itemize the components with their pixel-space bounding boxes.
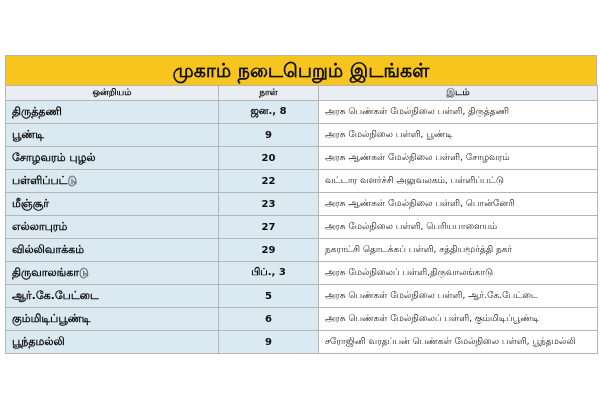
union-cell: மீஞ்சூர்: [5, 192, 219, 216]
venue-cell: வட்டார வளர்ச்சி அலுவலகம், பள்ளிப்பட்டு: [318, 169, 598, 193]
venue-cell: சரோஜினி வரதப்பன் பெண்கள் மேல்நிலை பள்ளி,…: [318, 330, 598, 354]
date-cell: பிப்., 3: [218, 261, 319, 285]
date-cell: 23: [218, 192, 319, 216]
union-cell: பூண்டி: [5, 123, 219, 147]
table: ஒன்றியம் நாள் இடம் திருத்தணி ஜன., 8 அரசு பெண…: [5, 85, 598, 354]
table-row: ஆர்.கே.பேட்டை 5 அரசு பெண்கள் மேல்நிலை பள்ள…: [5, 284, 598, 308]
date-cell: 9: [218, 123, 319, 147]
table-row: சோழவரம் புழல் 20 அரசு ஆண்கள் மேல்நிலை பள்ள…: [5, 146, 598, 170]
date-cell: 20: [218, 146, 319, 170]
camp-table: முகாம் நடைபெறும் இடங்கள் ஒன்றியம் நாள் இடம…: [5, 55, 598, 354]
table-row: திருத்தணி ஜன., 8 அரசு பெண்கள் மேல்நிலை பள்…: [5, 100, 598, 124]
union-cell: வில்லிவாக்கம்: [5, 238, 219, 262]
venue-cell: அரசு மேல்நிலைப் பள்ளி,திருவாலங்காடு: [318, 261, 598, 285]
table-row: எல்லாபுரம் 27 அரசு மேல்நிலை பள்ளி, பெரியபா…: [5, 215, 598, 239]
table-title: முகாம் நடைபெறும் இடங்கள்: [5, 55, 597, 85]
column-header: நாள்: [218, 85, 319, 101]
header-row: ஒன்றியம் நாள் இடம்: [5, 85, 598, 101]
venue-cell: அரசு பெண்கள் மேல்நிலைப் பள்ளி, கும்மிடிப…: [318, 307, 598, 331]
date-cell: 29: [218, 238, 319, 262]
venue-cell: அரசு மேல்நிலை பள்ளி, பூண்டி: [318, 123, 598, 147]
venue-cell: அரசு பெண்கள் மேல்நிலை பள்ளி, ஆர்.கே.பேட்…: [318, 284, 598, 308]
table-row: கும்மிடிப்பூண்டி 6 அரசு பெண்கள் மேல்நிலைப்…: [5, 307, 598, 331]
union-cell: திருத்தணி: [5, 100, 219, 124]
venue-cell: அரசு ஆண்கள் மேல்நிலை பள்ளி, பொன்னேரி: [318, 192, 598, 216]
venue-cell: அரசு ஆண்கள் மேல்நிலை பள்ளி, சோழவரம்: [318, 146, 598, 170]
union-cell: ஆர்.கே.பேட்டை: [5, 284, 219, 308]
table-row: பூந்தமல்லி 9 சரோஜினி வரதப்பன் பெண்கள் மேல்…: [5, 330, 598, 354]
date-cell: 27: [218, 215, 319, 239]
column-header: ஒன்றியம்: [5, 85, 219, 101]
column-header: இடம்: [318, 85, 598, 101]
union-cell: கும்மிடிப்பூண்டி: [5, 307, 219, 331]
union-cell: பூந்தமல்லி: [5, 330, 219, 354]
date-cell: ஜன., 8: [218, 100, 319, 124]
date-cell: 6: [218, 307, 319, 331]
table-row: திருவாலங்காடு பிப்., 3 அரசு மேல்நிலைப் பள்…: [5, 261, 598, 285]
union-cell: எல்லாபுரம்: [5, 215, 219, 239]
union-cell: சோழவரம் புழல்: [5, 146, 219, 170]
table-row: வில்லிவாக்கம் 29 நகராட்சி தொடக்கப் பள்ளி, …: [5, 238, 598, 262]
table-body: திருத்தணி ஜன., 8 அரசு பெண்கள் மேல்நிலை பள்…: [5, 100, 598, 354]
table-row: மீஞ்சூர் 23 அரசு ஆண்கள் மேல்நிலை பள்ளி, பொ…: [5, 192, 598, 216]
venue-cell: நகராட்சி தொடக்கப் பள்ளி, சத்தியமூர்த்தி …: [318, 238, 598, 262]
table-row: பூண்டி 9 அரசு மேல்நிலை பள்ளி, பூண்டி: [5, 123, 598, 147]
union-cell: பள்ளிப்பட்டு: [5, 169, 219, 193]
venue-cell: அரசு பெண்கள் மேல்நிலை பள்ளி, திருத்தணி: [318, 100, 598, 124]
date-cell: 9: [218, 330, 319, 354]
date-cell: 22: [218, 169, 319, 193]
union-cell: திருவாலங்காடு: [5, 261, 219, 285]
date-cell: 5: [218, 284, 319, 308]
venue-cell: அரசு மேல்நிலை பள்ளி, பெரியபாளையம்: [318, 215, 598, 239]
table-row: பள்ளிப்பட்டு 22 வட்டார வளர்ச்சி அலுவலகம், …: [5, 169, 598, 193]
